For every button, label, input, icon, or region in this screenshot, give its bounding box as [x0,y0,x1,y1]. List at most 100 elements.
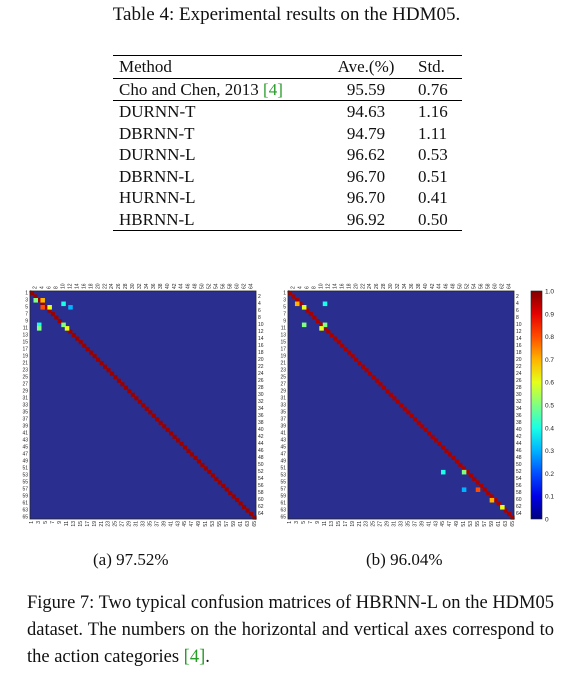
x-tick-label: 14 [332,283,338,289]
x-tick-label: 61 [496,521,502,527]
y-tick-label: 19 [280,353,286,359]
diagonal-cell [333,336,338,341]
y-tick-label: 47 [280,452,286,458]
y-tick-label: 16 [258,343,264,349]
y-tick-label: 30 [516,392,522,398]
x-tick-label: 21 [99,521,105,527]
table-row: DURNN-L 96.62 0.53 [113,144,462,166]
diagonal-cell [203,466,208,471]
diagonal-cell [468,473,473,478]
x-tick-label: 30 [388,283,394,289]
diagonal-cell [43,305,48,310]
y-tick-label: 6 [516,308,519,314]
x-tick-label: 33 [399,521,405,527]
y-tick-label: 2 [258,294,261,300]
y-tick-label: 24 [258,371,264,377]
y-tick-label: 50 [516,462,522,468]
y-tick-label: 36 [258,413,264,419]
y-tick-label: 44 [258,441,264,447]
x-tick-label: 13 [71,521,77,527]
diagonal-cell [252,515,257,520]
citation-link[interactable]: [4] [183,647,206,667]
diagonal-cell [475,480,480,485]
x-tick-label: 18 [346,283,352,289]
x-tick-label: 58 [485,283,491,289]
diagonal-cell [416,420,421,425]
x-tick-label: 7 [308,521,314,524]
y-tick-label: 4 [258,301,261,307]
diagonal-cell [364,368,369,373]
y-tick-label: 52 [516,469,522,475]
std-cell: 0.50 [418,209,448,229]
diagonal-cell [162,424,167,429]
y-tick-label: 23 [280,367,286,373]
diagonal-cell [151,413,156,418]
x-tick-label: 40 [423,283,429,289]
x-tick-label: 50 [458,283,464,289]
y-tick-label: 31 [280,395,286,401]
std-cell: 0.51 [418,166,448,186]
matrix-cell [36,322,42,328]
x-tick-label: 21 [357,521,363,527]
y-tick-label: 21 [280,360,286,366]
x-tick-label: 54 [472,283,478,289]
x-tick-label: 12 [67,283,73,289]
diagonal-cell [89,350,94,355]
x-tick-label: 16 [339,283,345,289]
x-tick-label: 35 [405,521,411,527]
diagonal-cell [33,294,38,299]
matrix-a: 1122334455667788991010111112121313141415… [22,283,263,526]
x-tick-label: 5 [301,521,307,524]
y-tick-label: 11 [281,325,286,331]
diagonal-cell [315,319,320,324]
y-tick-label: 8 [516,315,519,321]
diagonal-cell [106,368,111,373]
matrix-cell [40,305,45,310]
diagonal-cell [503,508,508,513]
citation-link[interactable]: [4] [263,79,283,99]
diagonal-cell [507,511,512,517]
diagonal-cell [357,361,362,366]
x-tick-label: 52 [465,283,471,289]
subcaption-a: (a) 97.52% [93,550,169,569]
y-tick-label: 47 [22,452,28,458]
x-tick-label: 47 [447,521,453,527]
y-tick-label: 59 [280,494,286,500]
y-tick-label: 29 [280,388,286,394]
diagonal-cell [381,385,386,390]
diagonal-cell [176,438,181,443]
diagonal-cell [193,455,198,460]
y-tick-label: 26 [258,378,264,384]
diagonal-cell [144,406,149,411]
diagonal-cell [319,322,324,327]
diagonal-cell [186,448,191,453]
matrix-cell [322,322,328,328]
x-tick-label: 37 [412,521,418,527]
x-tick-label: 9 [57,521,63,524]
diagonal-cell [458,462,463,467]
y-tick-label: 7 [283,311,286,317]
diagonal-cell [78,340,83,345]
std-cell: 0.53 [418,145,448,164]
y-tick-label: 17 [22,346,28,352]
y-tick-label: 13 [280,332,286,338]
y-tick-label: 15 [22,339,28,345]
diagonal-cell [30,291,35,296]
diagonal-cell [238,501,243,506]
matrix-cell [64,326,70,331]
diagonal-cell [245,508,250,513]
std-cell: 0.41 [418,188,448,207]
y-tick-label: 30 [258,392,264,398]
diagonal-cell [134,396,139,401]
y-tick-label: 43 [280,438,286,444]
diagonal-cell [409,413,414,418]
header-method: Method [119,57,172,76]
diagonal-cell [155,417,160,422]
diagonal-cell [440,445,446,450]
colorbar-tick-label: 0.9 [545,311,554,318]
x-tick-label: 29 [127,521,133,527]
y-tick-label: 35 [280,410,286,416]
y-tick-label: 17 [280,346,286,352]
y-tick-label: 9 [283,318,286,324]
diagonal-cell [406,410,411,415]
